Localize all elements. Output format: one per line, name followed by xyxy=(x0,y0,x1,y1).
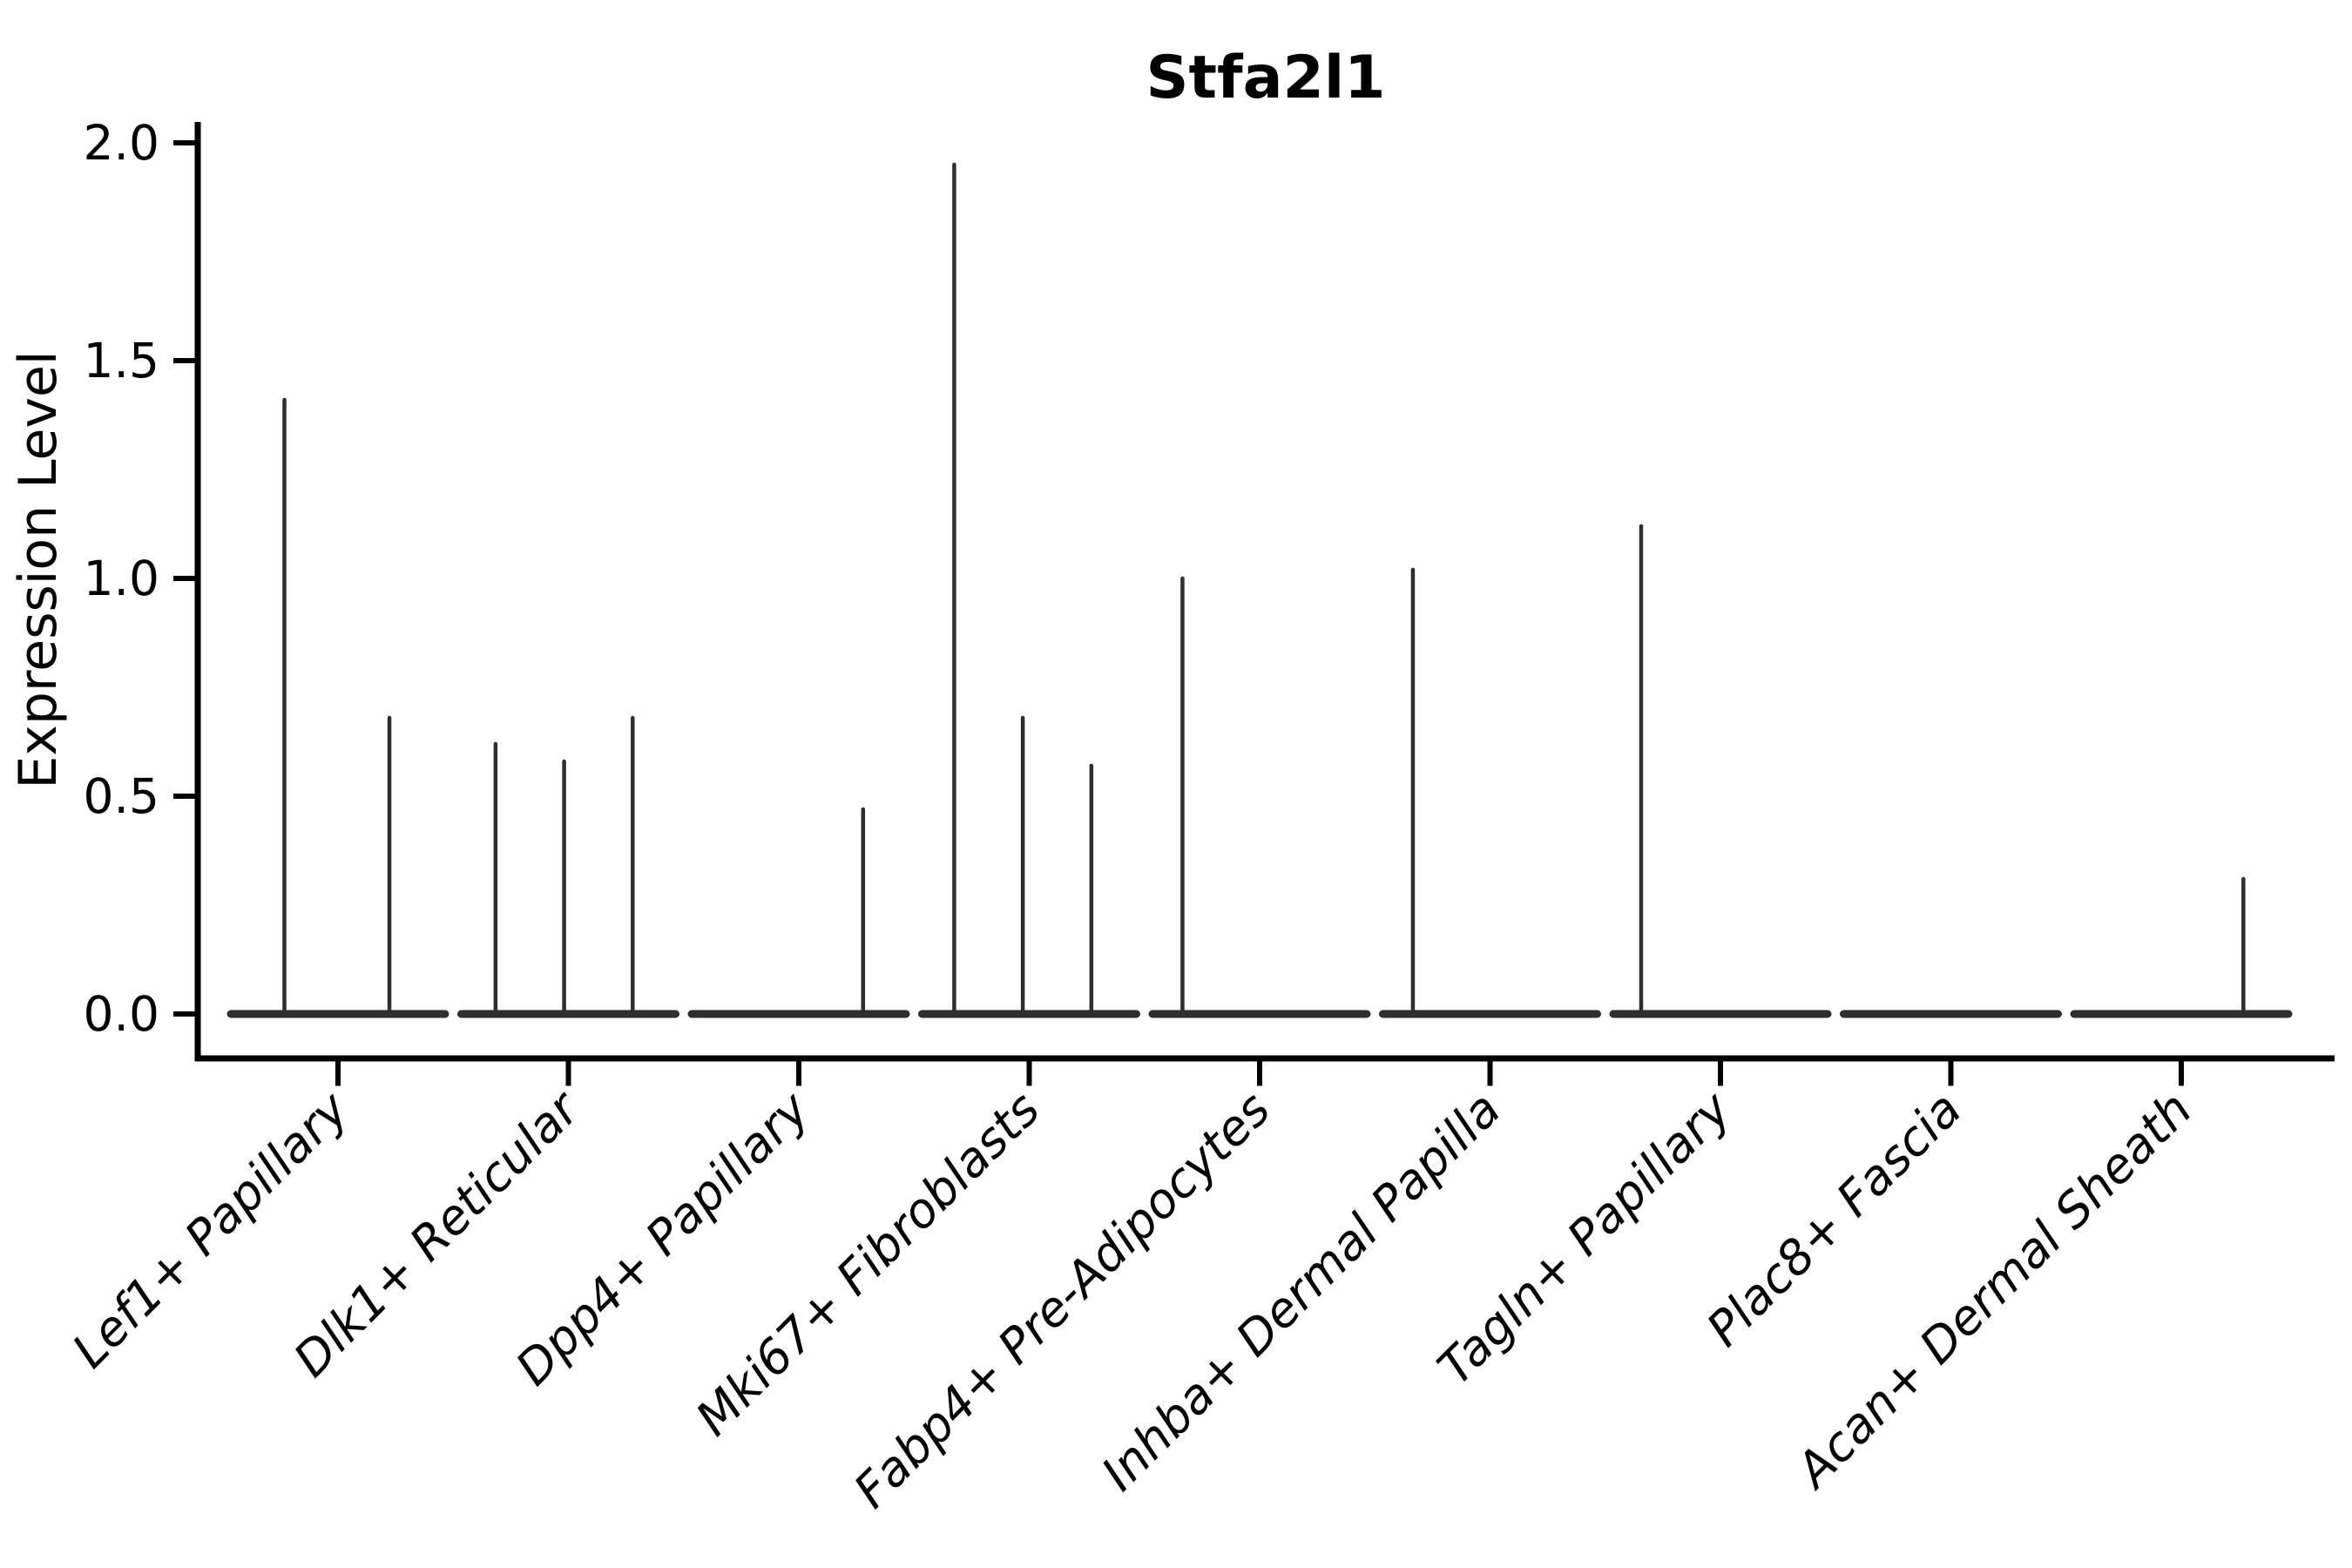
chart-title: Stfa2l1 xyxy=(1146,44,1386,112)
violin-bodies xyxy=(226,162,2293,1018)
y-tick-label: 0.0 xyxy=(84,986,159,1042)
y-axis-ticks: 0.0 0.5 1.0 1.5 2.0 xyxy=(84,115,198,1042)
x-tick-label-6: Inhba+ Dermal Papilla xyxy=(1091,1081,1511,1501)
y-tick-label: 1.5 xyxy=(84,333,159,389)
axis-spines xyxy=(194,122,2335,1062)
y-axis-label: Expression Level xyxy=(8,350,69,788)
x-tick-label-5: Fabp4+ Pre-Adipocytes xyxy=(843,1081,1281,1518)
x-axis-ticks xyxy=(335,1061,2184,1086)
y-tick-label: 1.0 xyxy=(84,551,159,606)
y-tick-label: 0.5 xyxy=(84,768,159,824)
x-tick-label-9: Acan+ Dermal Sheath xyxy=(1784,1081,2203,1500)
y-tick-label: 2.0 xyxy=(84,115,159,171)
